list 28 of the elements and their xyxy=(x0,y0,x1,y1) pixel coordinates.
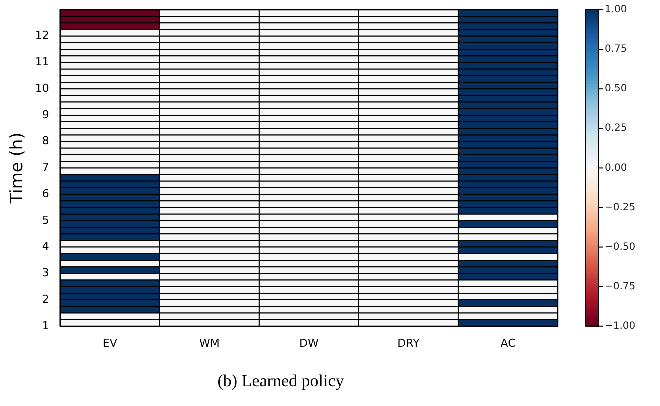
color-bar-label: 1.00 xyxy=(605,4,628,16)
x-tick-label: DRY xyxy=(398,336,420,350)
y-tick-label: 9 xyxy=(42,108,50,122)
y-tick-label: 4 xyxy=(42,240,50,254)
color-bar-label: −1.00 xyxy=(605,320,636,332)
y-tick-label: 6 xyxy=(42,187,50,200)
y-tick-label: 1 xyxy=(42,319,50,332)
color-bar-label: −0.75 xyxy=(605,281,636,292)
color-bar-label: 0.00 xyxy=(605,162,628,174)
x-tick-label: WM xyxy=(199,336,220,350)
y-tick-label: 12 xyxy=(35,29,50,42)
x-tick-label: AC xyxy=(500,336,516,350)
x-tick-label: DW xyxy=(300,336,319,350)
color-bar-label: 0.75 xyxy=(605,44,628,56)
color-bar-label: 0.25 xyxy=(605,123,628,134)
y-tick-label: 11 xyxy=(35,56,50,69)
y-axis-title: Time (h) xyxy=(8,132,28,205)
y-tick-label: 7 xyxy=(42,161,50,174)
y-tick-label: 10 xyxy=(35,82,50,95)
y-tick-label: 5 xyxy=(42,214,50,227)
text: (b) Learned policy xyxy=(218,371,345,390)
color-bar-label: 0.50 xyxy=(605,84,628,95)
y-tick-label: 3 xyxy=(42,266,50,280)
y-tick-label: 8 xyxy=(42,134,50,148)
y-tick-label: 2 xyxy=(42,292,50,306)
color-bar-label: −0.25 xyxy=(605,202,636,214)
color-bar-label: −0.50 xyxy=(605,242,636,253)
x-tick-label: EV xyxy=(102,336,118,350)
